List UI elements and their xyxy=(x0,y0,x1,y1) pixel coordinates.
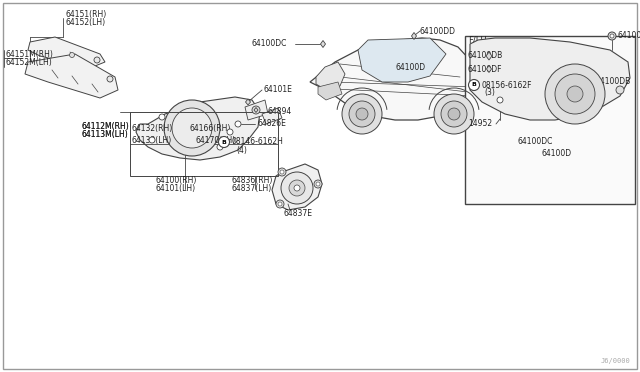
Polygon shape xyxy=(358,38,446,82)
Text: J6/0000: J6/0000 xyxy=(600,358,630,364)
Text: 64152(LH): 64152(LH) xyxy=(66,19,106,28)
Circle shape xyxy=(107,76,113,82)
Polygon shape xyxy=(25,54,118,98)
Polygon shape xyxy=(136,97,260,160)
Bar xyxy=(130,112,278,176)
Circle shape xyxy=(227,129,233,135)
Polygon shape xyxy=(262,108,282,124)
Polygon shape xyxy=(28,37,105,68)
Polygon shape xyxy=(272,164,322,210)
Text: 64100D: 64100D xyxy=(395,62,425,71)
Text: B: B xyxy=(221,140,227,144)
Circle shape xyxy=(218,137,230,148)
Text: 64112M(RH): 64112M(RH) xyxy=(82,122,130,131)
Circle shape xyxy=(159,114,165,120)
Circle shape xyxy=(280,170,284,174)
Text: 64100DD: 64100DD xyxy=(420,26,456,35)
Polygon shape xyxy=(412,32,417,39)
Circle shape xyxy=(356,108,368,120)
Text: 64837E: 64837E xyxy=(284,209,313,218)
Text: (3): (3) xyxy=(484,89,495,97)
Circle shape xyxy=(316,182,320,186)
Circle shape xyxy=(567,86,583,102)
Text: 64113M(LH): 64113M(LH) xyxy=(82,131,129,140)
Polygon shape xyxy=(318,82,342,100)
Text: 64100DF: 64100DF xyxy=(468,64,502,74)
Circle shape xyxy=(314,180,322,188)
Circle shape xyxy=(342,94,382,134)
Text: 64100DB: 64100DB xyxy=(596,77,631,87)
Circle shape xyxy=(70,52,74,58)
Text: 64151(RH): 64151(RH) xyxy=(66,10,108,19)
Circle shape xyxy=(276,200,284,208)
Circle shape xyxy=(289,180,305,196)
Circle shape xyxy=(149,137,155,143)
Text: 08156-6162F: 08156-6162F xyxy=(481,80,531,90)
Circle shape xyxy=(294,185,300,191)
Polygon shape xyxy=(316,62,345,90)
Text: 64101(LH): 64101(LH) xyxy=(155,185,195,193)
Circle shape xyxy=(164,100,220,156)
Circle shape xyxy=(497,97,503,103)
Circle shape xyxy=(441,101,467,127)
Text: 64151M(RH): 64151M(RH) xyxy=(6,49,54,58)
Circle shape xyxy=(448,108,460,120)
Polygon shape xyxy=(254,108,258,112)
Text: 64100DE: 64100DE xyxy=(618,32,640,41)
Circle shape xyxy=(616,86,624,94)
Circle shape xyxy=(172,108,212,148)
Text: 64100(RH): 64100(RH) xyxy=(155,176,196,185)
Text: 64112M(RH): 64112M(RH) xyxy=(82,122,130,131)
Polygon shape xyxy=(245,100,268,120)
Circle shape xyxy=(217,144,223,150)
Text: F/LH: F/LH xyxy=(468,35,487,45)
Text: 64837(LH): 64837(LH) xyxy=(232,185,272,193)
Text: (4): (4) xyxy=(236,145,247,154)
Polygon shape xyxy=(486,52,492,60)
Text: 64101E: 64101E xyxy=(264,84,293,93)
Text: 64132(RH): 64132(RH) xyxy=(132,124,173,132)
Text: 14952: 14952 xyxy=(468,119,492,128)
Polygon shape xyxy=(246,99,250,105)
Circle shape xyxy=(278,168,286,176)
Text: 64100DB: 64100DB xyxy=(468,51,503,61)
Bar xyxy=(465,36,635,204)
Text: 64170(LH): 64170(LH) xyxy=(195,135,236,144)
Text: 08146-6162H: 08146-6162H xyxy=(231,138,283,147)
Text: 64100DC: 64100DC xyxy=(252,39,287,48)
Circle shape xyxy=(610,34,614,38)
Circle shape xyxy=(468,80,479,90)
Text: B: B xyxy=(472,83,476,87)
Polygon shape xyxy=(470,38,630,120)
Circle shape xyxy=(94,57,100,63)
Circle shape xyxy=(281,172,313,204)
Circle shape xyxy=(434,94,474,134)
Circle shape xyxy=(278,202,282,206)
Text: 64100DC: 64100DC xyxy=(518,138,554,147)
Text: 64152M(LH): 64152M(LH) xyxy=(6,58,52,67)
Polygon shape xyxy=(310,38,476,120)
Text: 64133(LH): 64133(LH) xyxy=(132,135,172,144)
Polygon shape xyxy=(486,65,492,73)
Text: 64166(RH): 64166(RH) xyxy=(190,124,232,132)
Polygon shape xyxy=(321,41,326,48)
Circle shape xyxy=(545,64,605,124)
Text: 64836(RH): 64836(RH) xyxy=(232,176,273,185)
Circle shape xyxy=(235,121,241,127)
Text: 64100D: 64100D xyxy=(542,150,572,158)
Circle shape xyxy=(252,106,260,114)
Circle shape xyxy=(555,74,595,114)
Text: 64826E: 64826E xyxy=(257,119,286,128)
Circle shape xyxy=(608,32,616,40)
Text: 64894: 64894 xyxy=(267,108,291,116)
Circle shape xyxy=(349,101,375,127)
Text: 64113M(LH): 64113M(LH) xyxy=(82,131,129,140)
